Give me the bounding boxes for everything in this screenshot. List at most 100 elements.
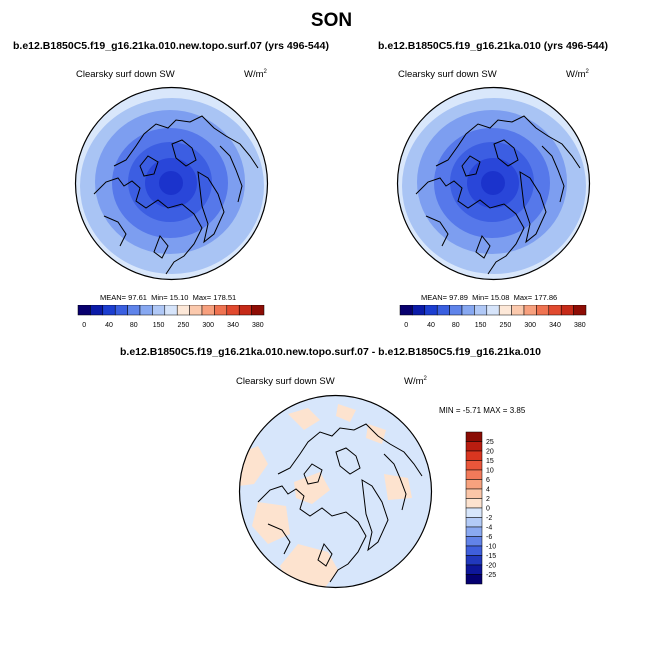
colorbar-swatch: [90, 305, 104, 316]
colorbar-tick-label: -10: [486, 544, 496, 551]
panel-3-units: W/m2: [404, 376, 427, 388]
colorbar-swatch: [77, 305, 91, 316]
colorbar-tick-label: 40: [105, 322, 113, 329]
panel-1-colorbar: 0 40 80 150 250 300 340 380: [77, 305, 265, 329]
colorbar-tick-label: -6: [486, 534, 492, 541]
colorbar-tick-label: 340: [227, 322, 239, 329]
colorbar-swatch: [102, 305, 116, 316]
figure-title: SON: [310, 10, 353, 31]
field-ring-7: [481, 171, 505, 195]
panel-2-field: [397, 87, 590, 280]
colorbar-swatch: [465, 469, 483, 480]
colorbar-swatch: [465, 498, 483, 509]
colorbar-swatch: [465, 431, 483, 442]
colorbar-tick-label: 15: [486, 458, 494, 465]
colorbar-tick-label: 80: [452, 322, 460, 329]
panel-2-stats: MEAN= 97.89 Min= 15.08 Max= 177.86: [421, 293, 558, 302]
colorbar-swatch: [226, 305, 240, 316]
colorbar-swatch: [436, 305, 450, 316]
panel-3-field: [239, 395, 432, 588]
colorbar-tick-label: 6: [486, 477, 490, 484]
colorbar-tick-label: 250: [500, 322, 512, 329]
colorbar-swatch: [523, 305, 537, 316]
panel-2-title: b.e12.B1850C5.f19_g16.21ka.010 (yrs 496-…: [378, 40, 608, 52]
colorbar-swatch: [465, 564, 483, 575]
colorbar-swatch: [465, 517, 483, 528]
panel-1-title: b.e12.B1850C5.f19_g16.21ka.010.new.topo.…: [13, 40, 329, 52]
colorbar-swatch: [465, 536, 483, 547]
colorbar-swatch: [573, 305, 587, 316]
colorbar-tick-label: 20: [486, 449, 494, 456]
colorbar-swatch: [214, 305, 228, 316]
colorbar-tick-label: 0: [82, 322, 86, 329]
colorbar-tick-label: 10: [486, 468, 494, 475]
diff-positive-region: [252, 502, 290, 544]
colorbar-swatch: [486, 305, 500, 316]
colorbar-tick-label: 300: [524, 322, 536, 329]
colorbar-swatch: [465, 441, 483, 452]
colorbar-tick-label: 300: [202, 322, 214, 329]
colorbar-tick-label: 80: [130, 322, 138, 329]
colorbar-swatch: [251, 305, 265, 316]
colorbar-swatch: [465, 526, 483, 537]
colorbar-swatch: [176, 305, 190, 316]
diff-positive-region: [336, 404, 356, 422]
colorbar-swatch: [465, 450, 483, 461]
panel-1-coastlines: [93, 115, 259, 275]
colorbar-swatch: [465, 545, 483, 556]
colorbar-tick-label: 380: [252, 322, 264, 329]
colorbar-swatch: [139, 305, 153, 316]
colorbar-tick-label: -2: [486, 515, 492, 522]
colorbar-swatch: [536, 305, 550, 316]
colorbar-swatch: [201, 305, 215, 316]
panel-3-polar-map: [238, 394, 433, 589]
colorbar-swatch: [511, 305, 525, 316]
panel-2-coastlines: [415, 115, 581, 275]
panel-2-colorbar: 0 40 80 150 250 300 340 380: [399, 305, 587, 329]
colorbar-swatch: [399, 305, 413, 316]
colorbar-tick-label: 4: [486, 487, 490, 494]
colorbar-swatch: [152, 305, 166, 316]
colorbar-swatch: [412, 305, 426, 316]
colorbar-tick-label: -25: [486, 572, 496, 579]
colorbar-tick-label: 2: [486, 496, 490, 503]
panel-1-field: [75, 87, 268, 280]
colorbar-swatch: [548, 305, 562, 316]
colorbar-tick-label: 150: [153, 322, 165, 329]
colorbar-tick-label: -20: [486, 563, 496, 570]
field-ring-7: [159, 171, 183, 195]
panel-3-stats: MIN = -5.71 MAX = 3.85: [439, 406, 526, 415]
colorbar-swatch: [449, 305, 463, 316]
panel-2-variable: Clearsky surf down SW: [398, 69, 497, 80]
colorbar-tick-label: 40: [427, 322, 435, 329]
colorbar-tick-label: 340: [549, 322, 561, 329]
colorbar-tick-label: 0: [404, 322, 408, 329]
colorbar-tick-label: -15: [486, 553, 496, 560]
colorbar-swatch: [465, 555, 483, 566]
colorbar-tick-label: 150: [475, 322, 487, 329]
colorbar-swatch: [238, 305, 252, 316]
panel-1-units: W/m2: [244, 69, 267, 81]
colorbar-swatch: [114, 305, 128, 316]
panel-3-variable: Clearsky surf down SW: [236, 376, 335, 387]
panel-1-stats: MEAN= 97.61 Min= 15.10 Max= 178.51: [100, 293, 237, 302]
colorbar-tick-label: 250: [178, 322, 190, 329]
colorbar-swatch: [465, 507, 483, 518]
panel-1-polar-map: [74, 86, 269, 281]
colorbar-swatch: [465, 479, 483, 490]
colorbar-swatch: [465, 460, 483, 471]
panel-2-units: W/m2: [566, 69, 589, 81]
colorbar-swatch: [461, 305, 475, 316]
colorbar-swatch: [560, 305, 574, 316]
colorbar-tick-label: 25: [486, 439, 494, 446]
panel-3-coastlines: [257, 423, 423, 583]
diff-positive-region: [294, 472, 330, 504]
colorbar-swatch: [189, 305, 203, 316]
colorbar-swatch: [465, 574, 483, 585]
panel-3-title: b.e12.B1850C5.f19_g16.21ka.010.new.topo.…: [120, 346, 542, 358]
colorbar-swatch: [465, 488, 483, 499]
colorbar-swatch: [127, 305, 141, 316]
colorbar-swatch: [498, 305, 512, 316]
colorbar-swatch: [164, 305, 178, 316]
